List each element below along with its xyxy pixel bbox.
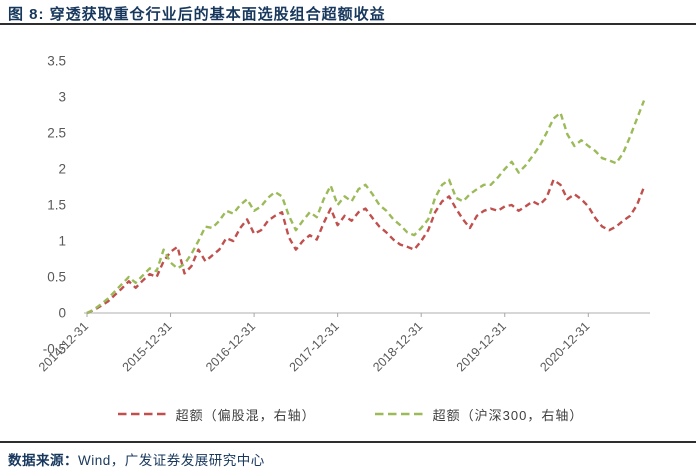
y-axis-label: 0 — [58, 306, 66, 321]
red-dashed-line-swatch — [117, 412, 166, 416]
title-divider — [0, 23, 696, 25]
y-axis-label: 3 — [58, 90, 66, 105]
y-axis-label: 2.5 — [47, 126, 66, 141]
legend-item-hushen300: 超额（沪深300，右轴） — [374, 405, 584, 424]
x-axis-label: 2019-12-31 — [454, 319, 509, 374]
data-source: 数据来源：Wind，广发证券发展研究中心 — [8, 449, 265, 469]
figure-title: 图 8: 穿透获取重仓行业后的基本面选股组合超额收益 — [8, 6, 386, 23]
x-axis-label: 2018-12-31 — [370, 319, 425, 374]
x-axis-label: 2020-12-31 — [537, 319, 592, 374]
chart-legend: 超额（偏股混，右轴） 超额（沪深300，右轴） — [0, 403, 700, 425]
x-axis-label: 2016-12-31 — [203, 319, 258, 374]
y-axis-label: -0.5 — [43, 342, 66, 357]
y-axis-label: 2 — [58, 162, 66, 177]
x-axis-label: 2017-12-31 — [287, 319, 342, 374]
series-line-1 — [86, 100, 646, 315]
y-axis-label: 1 — [58, 234, 66, 249]
footer-divider — [0, 441, 696, 443]
y-axis-label: 1.5 — [47, 198, 66, 213]
y-axis-label: 0.5 — [47, 270, 66, 285]
legend-label-hushen300: 超额（沪深300，右轴） — [432, 407, 584, 423]
x-axis-label: 2015-12-31 — [120, 319, 175, 374]
legend-label-pianguhun: 超额（偏股混，右轴） — [175, 407, 316, 423]
y-axis-label: 3.5 — [47, 54, 66, 69]
data-source-label: 数据来源： — [8, 453, 78, 468]
series-line-0 — [86, 178, 646, 315]
legend-item-pianguhun: 超额（偏股混，右轴） — [117, 405, 316, 424]
data-source-text: Wind，广发证券发展研究中心 — [78, 453, 265, 468]
green-dashed-line-swatch — [374, 412, 423, 416]
